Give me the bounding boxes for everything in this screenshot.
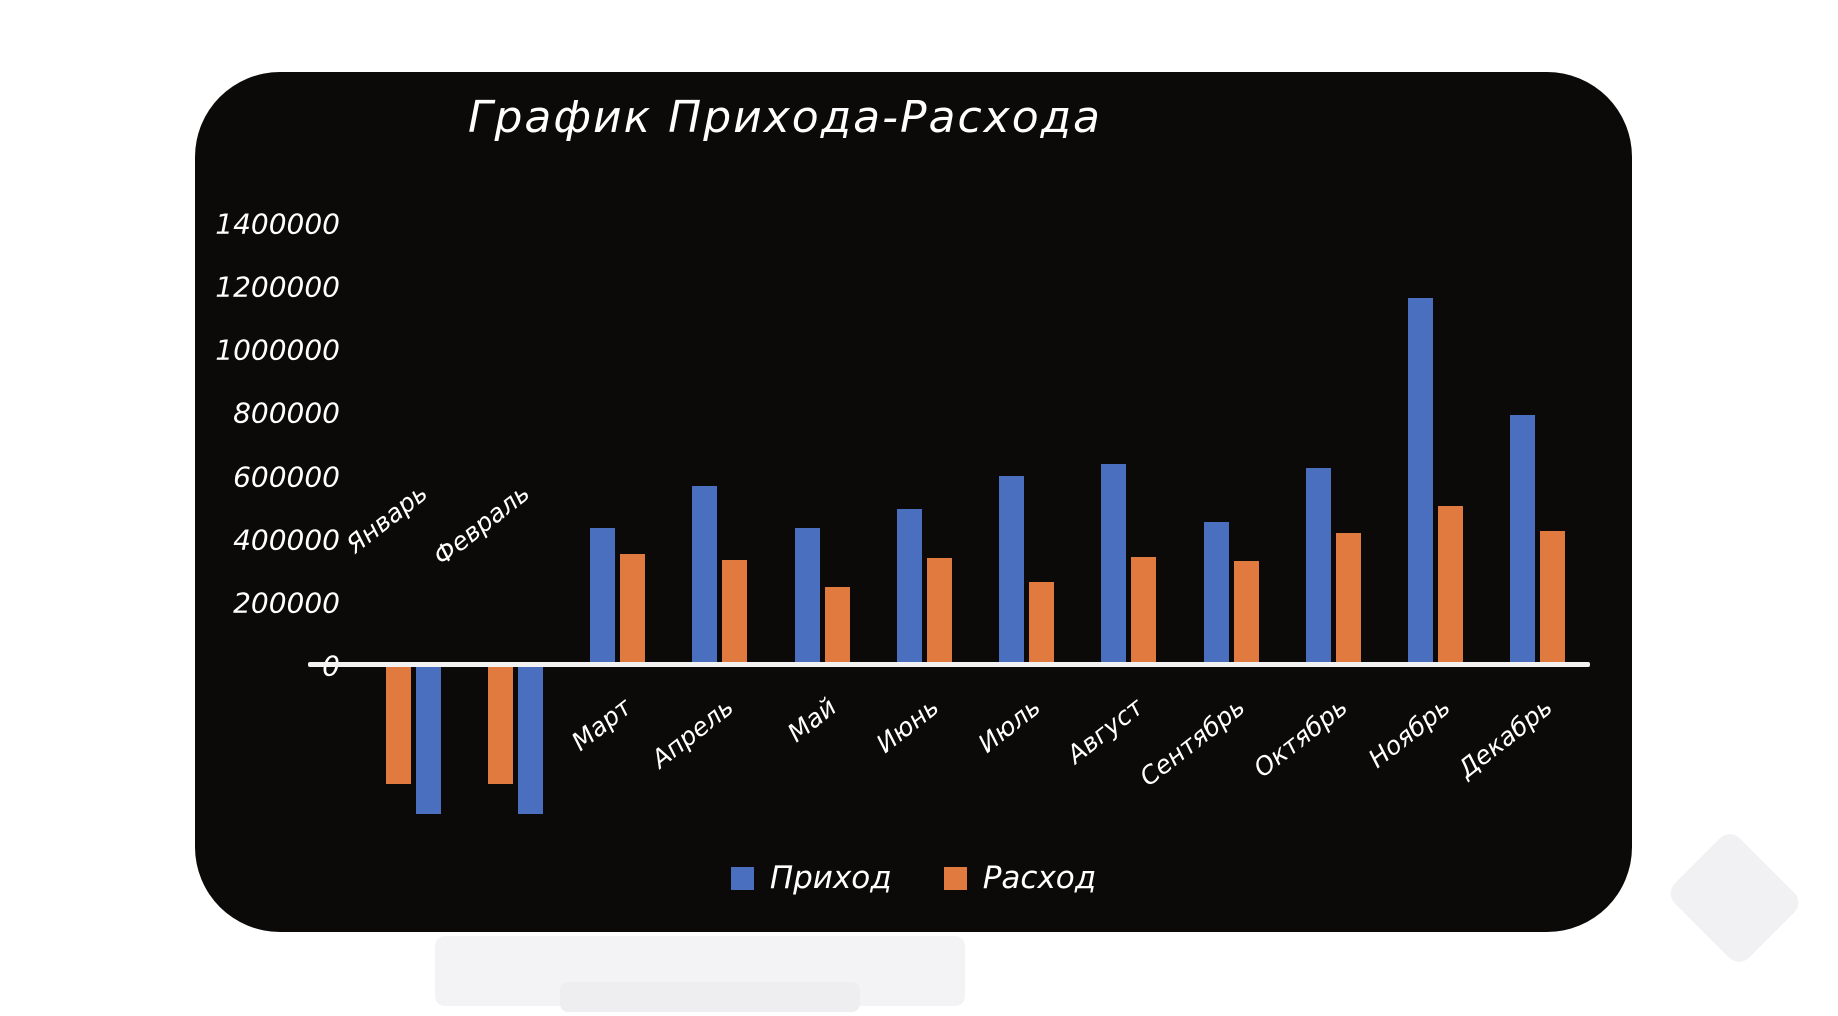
bar-rashod	[824, 586, 850, 664]
bar-rashod	[1335, 532, 1361, 664]
bar-prihod	[999, 476, 1025, 664]
ghost-artifact-right	[1664, 828, 1805, 968]
bar-rashod	[1131, 556, 1157, 664]
bar-prihod	[1101, 463, 1127, 664]
bar-rashod	[620, 553, 646, 664]
month-label: Май	[781, 692, 842, 748]
y-tick-label: 1200000	[215, 270, 340, 304]
bar-prihod	[1408, 297, 1434, 664]
month-label: Декабрь	[1451, 692, 1558, 784]
bar-rashod	[1233, 561, 1259, 664]
bar-prihod	[1510, 414, 1536, 664]
legend-label: Расход	[982, 860, 1097, 896]
bar-rashod	[926, 558, 952, 664]
month-label: Февраль	[427, 478, 535, 571]
bar-rashod	[1029, 581, 1055, 664]
bar-prihod	[692, 485, 718, 664]
bar-prihod	[1305, 468, 1331, 664]
bar-prihod	[415, 666, 441, 815]
ghost-artifact-center	[560, 982, 860, 1012]
month-label: Август	[1061, 692, 1149, 770]
month-label: Октябрь	[1248, 692, 1354, 784]
bar-prihod	[517, 666, 543, 815]
bar-rashod	[1540, 531, 1566, 664]
y-tick-label: 800000	[233, 396, 340, 430]
month-label: Январь	[340, 478, 433, 560]
month-label: Июль	[972, 692, 1047, 759]
y-tick-label: 200000	[233, 586, 340, 620]
bar-rashod	[1438, 506, 1464, 664]
legend-swatch	[730, 866, 754, 890]
y-tick-label: 400000	[233, 523, 340, 557]
y-tick-label: 1000000	[215, 333, 340, 367]
month-label: Апрель	[646, 692, 740, 774]
chart-panel: График Прихода-Расхода 02000004000006000…	[195, 72, 1632, 932]
legend-swatch	[943, 866, 967, 890]
legend-label: Приход	[769, 860, 892, 896]
bar-rashod	[722, 559, 748, 664]
bar-rashod	[385, 666, 411, 785]
x-axis-line	[308, 662, 1590, 667]
chart-legend: Приход Расход	[195, 860, 1632, 896]
bar-prihod	[1203, 521, 1229, 664]
month-label: Ноябрь	[1362, 692, 1456, 774]
y-tick-label: 600000	[233, 460, 340, 494]
month-label: Сентябрь	[1134, 692, 1251, 792]
bar-rashod	[487, 666, 513, 785]
legend-item: Расход	[943, 860, 1097, 896]
bar-prihod	[896, 509, 922, 664]
legend-item: Приход	[730, 860, 892, 896]
month-label: Март	[566, 692, 638, 757]
chart-title: График Прихода-Расхода	[467, 92, 1103, 143]
bar-prihod	[794, 528, 820, 664]
month-label: Июнь	[870, 692, 944, 759]
y-tick-label: 1400000	[215, 207, 340, 241]
bar-prihod	[590, 528, 616, 664]
